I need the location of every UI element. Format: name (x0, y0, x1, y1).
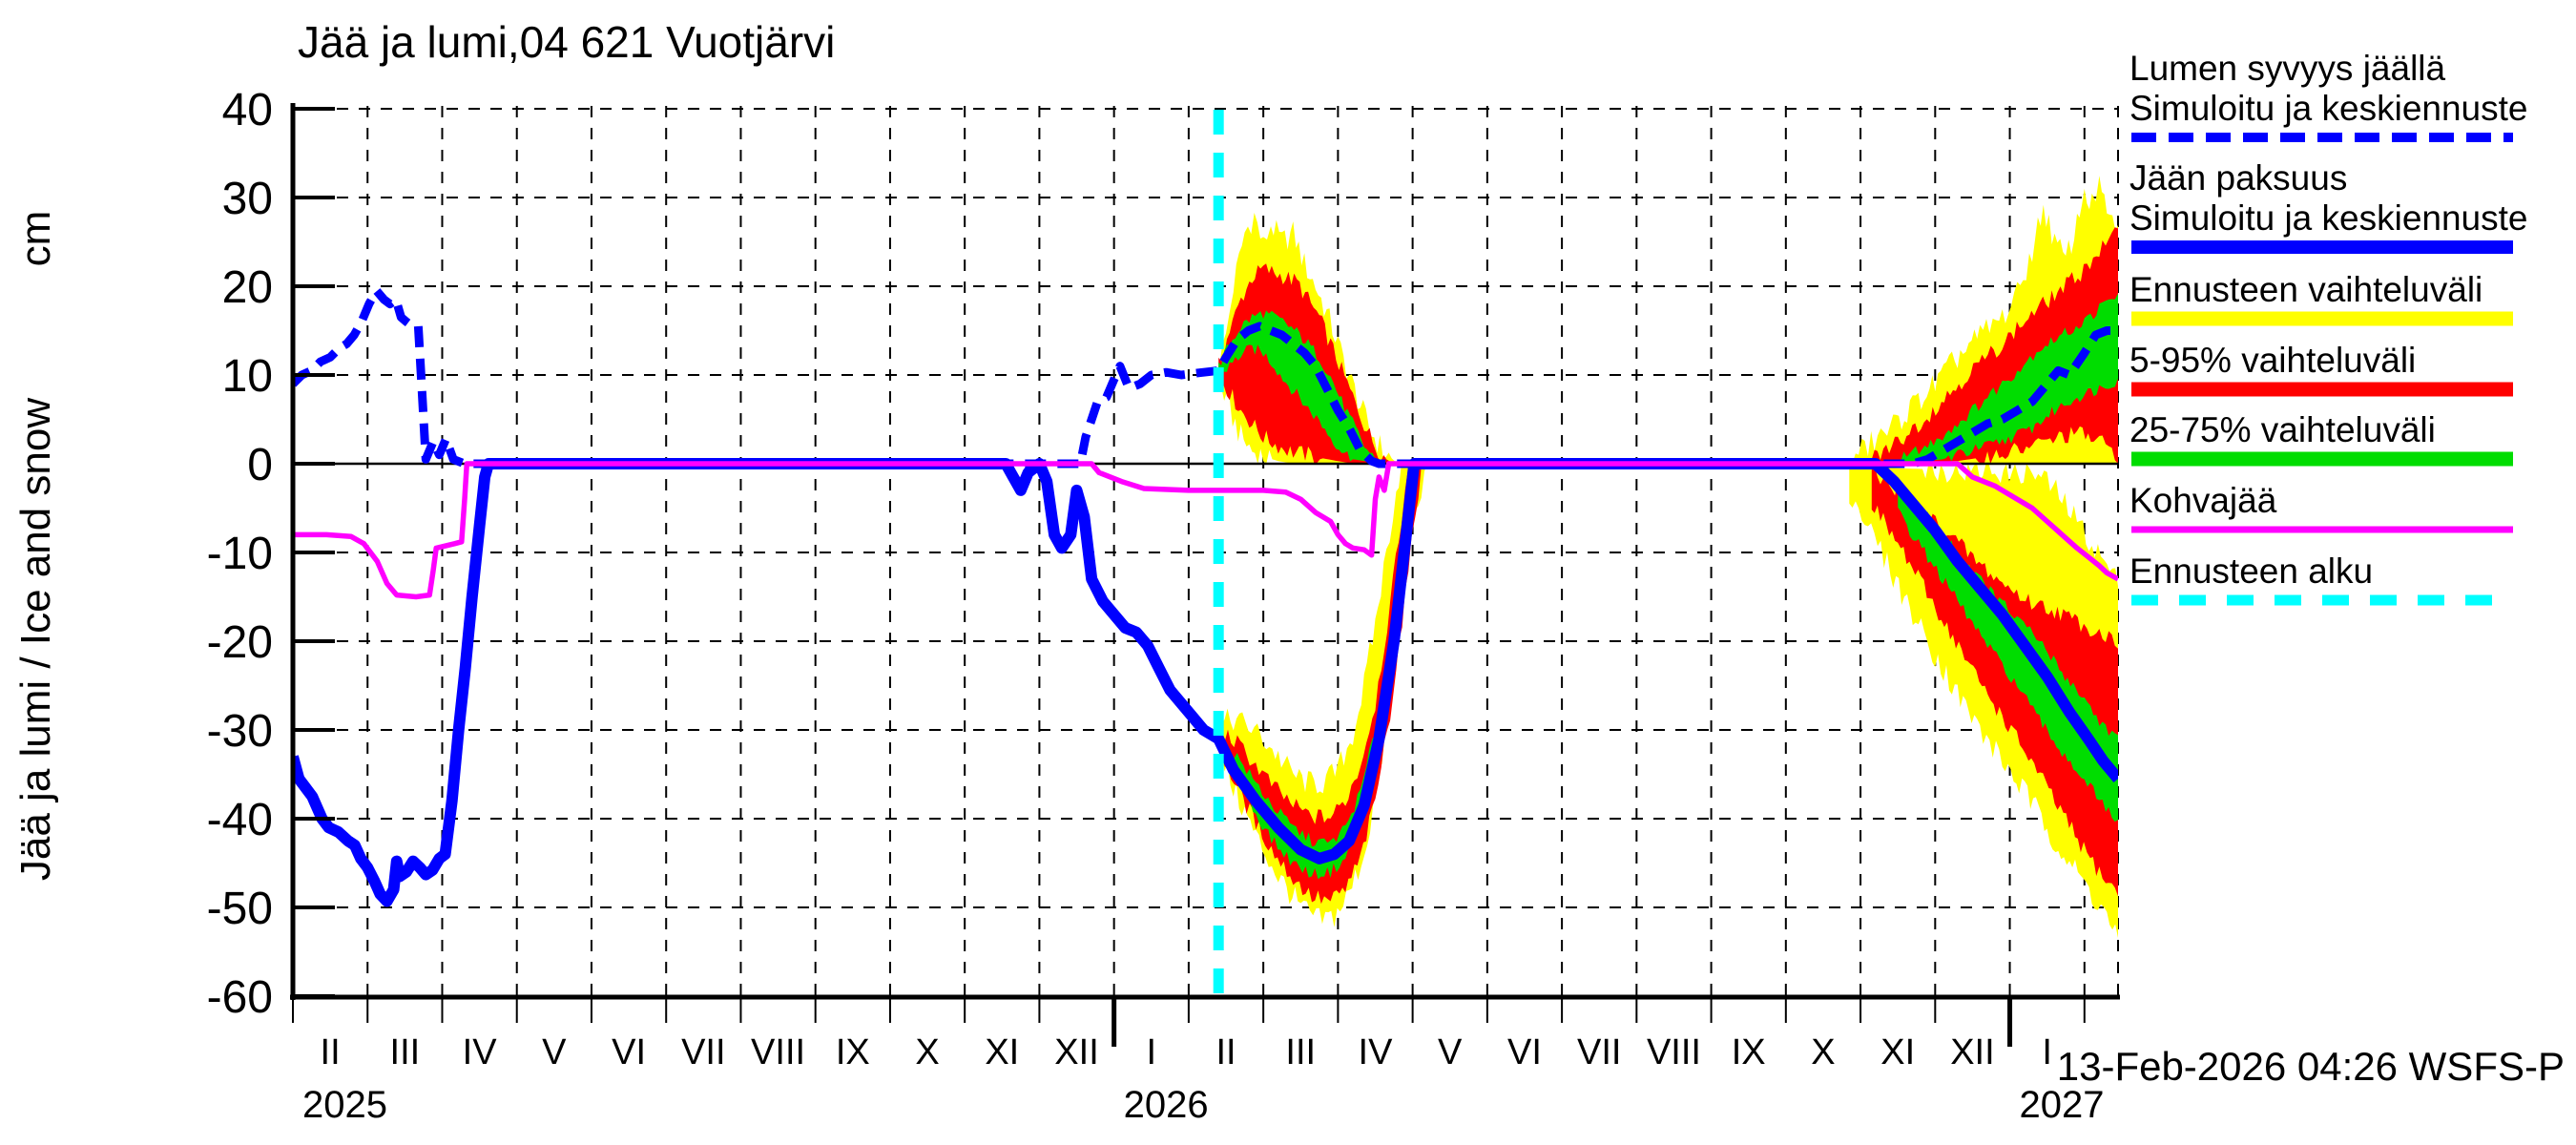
month-label: VII (1577, 1032, 1621, 1072)
year-label: 2027 (2020, 1084, 2105, 1126)
legend-label: Jään paksuus (2129, 158, 2347, 198)
snow-median-line (293, 286, 2118, 468)
legend-entry-3: 5-95% vaihteluväli (2129, 341, 2513, 397)
y-tick-label: 30 (222, 174, 273, 224)
month-label: XI (1880, 1032, 1915, 1072)
month-label: IX (836, 1032, 870, 1072)
year-label: 2026 (1124, 1084, 1209, 1126)
month-label: III (1285, 1032, 1316, 1072)
y-tick-label: 20 (222, 262, 273, 313)
month-label: II (1215, 1032, 1236, 1072)
month-label: VII (681, 1032, 725, 1072)
y-axis-unit-label: cm (12, 211, 59, 267)
month-label: IV (1359, 1032, 1394, 1072)
month-label: III (390, 1032, 421, 1072)
legend-label: Simuloitu ja keskiennuste (2129, 89, 2528, 128)
band-ice_winter2026_27_forecast_range (1849, 464, 2118, 938)
y-tick-label: -10 (207, 529, 273, 579)
legend-label: 5-95% vaihteluväli (2129, 341, 2416, 380)
month-label: VIII (1647, 1032, 1701, 1072)
legend-label: Kohvajää (2129, 481, 2277, 520)
y-axis-label: Jää ja lumi / Ice and snow (12, 398, 59, 881)
y-tick-label: -20 (207, 617, 273, 668)
y-tick-label: -30 (207, 706, 273, 757)
legend-label: Ennusteen alku (2129, 552, 2373, 591)
month-label: I (1146, 1032, 1156, 1072)
month-label: V (542, 1032, 567, 1072)
band-snow_spring2026_25_75 (1218, 310, 1383, 464)
timestamp: 13-Feb-2026 04:26 WSFS-P (2057, 1044, 2565, 1089)
legend-label: Simuloitu ja keskiennuste (2129, 198, 2528, 238)
y-tick-label: -60 (207, 972, 273, 1023)
legend-entry-6: Ennusteen alku (2129, 552, 2513, 606)
chart-title: Jää ja lumi,04 621 Vuotjärvi (298, 17, 835, 67)
month-label: XII (1054, 1032, 1098, 1072)
y-tick-label: -40 (207, 795, 273, 845)
band-snow_winter2026_27_25_75 (1898, 293, 2118, 464)
month-label: II (321, 1032, 341, 1072)
y-tick-label: 10 (222, 351, 273, 402)
legend-entry-2: Ennusteen vaihteluväli (2129, 270, 2513, 326)
month-label: X (1811, 1032, 1835, 1072)
month-label: XI (985, 1032, 1019, 1072)
labels: Jää ja lumi,04 621 Vuotjärvi 40 30 20 10 0 -10… (12, 17, 2565, 1126)
axes (290, 103, 2120, 1047)
legend-label: Ennusteen vaihteluväli (2129, 270, 2483, 309)
month-label: V (1438, 1032, 1463, 1072)
band-ice_winter2026_27_5_95 (1871, 466, 2118, 897)
month-label: X (915, 1032, 939, 1072)
month-label: IV (463, 1032, 498, 1072)
month-label: XII (1950, 1032, 1994, 1072)
y-tick-label: 40 (222, 85, 273, 135)
band-ice_winter2026_27_25_75 (1898, 486, 2118, 822)
legend-entry-4: 25-75% vaihteluväli (2129, 410, 2513, 467)
month-label: IX (1732, 1032, 1766, 1072)
y-tick-label: -50 (207, 884, 273, 934)
legend-label: Lumen syvyys jäällä (2129, 49, 2446, 88)
month-label: VIII (751, 1032, 805, 1072)
month-label: VI (1507, 1032, 1542, 1072)
legend-label: 25-75% vaihteluväli (2129, 410, 2436, 449)
year-label: 2025 (302, 1084, 387, 1126)
month-label: VI (612, 1032, 646, 1072)
data-lines (293, 286, 2118, 907)
kohvajaa-line (293, 461, 2118, 600)
y-tick-label: 0 (247, 440, 273, 490)
month-label: I (2042, 1032, 2052, 1072)
legend-entry-5: Kohvajää (2129, 481, 2513, 533)
